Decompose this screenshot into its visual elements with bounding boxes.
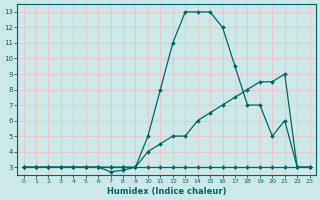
- X-axis label: Humidex (Indice chaleur): Humidex (Indice chaleur): [107, 187, 226, 196]
